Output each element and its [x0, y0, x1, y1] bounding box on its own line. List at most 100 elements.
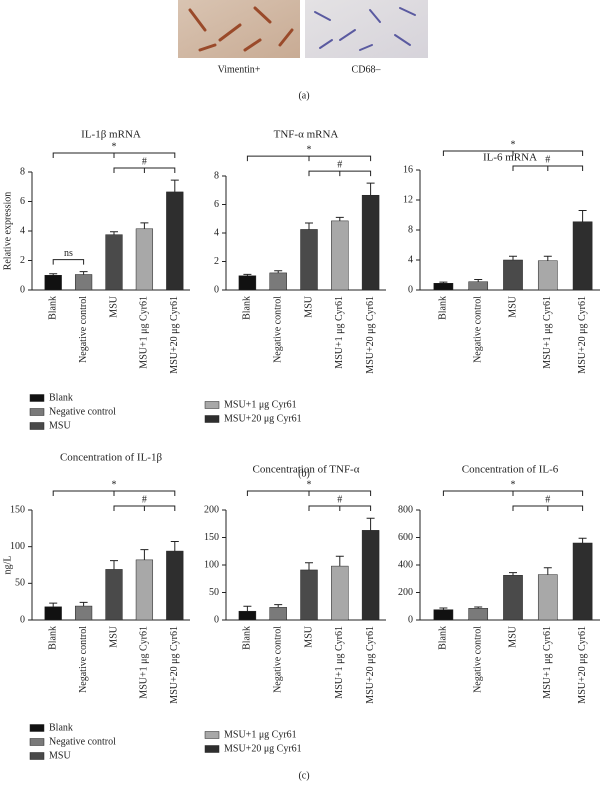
- error-bar: [305, 562, 313, 570]
- significance-label: *: [112, 141, 117, 152]
- y-tick-label: 0: [20, 284, 25, 295]
- error-bar: [366, 517, 375, 531]
- cells: [188, 6, 294, 52]
- x-tick-label: Blank: [438, 296, 449, 320]
- y-tick-label: 200: [204, 504, 219, 515]
- bar: [537, 574, 558, 621]
- error-bar: [79, 601, 88, 607]
- bar: [238, 610, 257, 621]
- legend-label: Negative control: [49, 406, 116, 417]
- significance-bracket: [246, 155, 372, 162]
- x-tick-label: Negative control: [78, 626, 89, 693]
- error-bar: [509, 572, 517, 576]
- significance-label: *: [112, 479, 117, 490]
- legend-label: MSU+20 μg Cyr61: [224, 743, 302, 754]
- panel-label: (c): [298, 770, 309, 781]
- image-caption: CD68–: [352, 64, 382, 75]
- legend-label: MSU+20 μg Cyr61: [224, 413, 302, 424]
- error-bar: [543, 567, 552, 575]
- error-bar: [140, 222, 149, 229]
- bar: [361, 194, 380, 291]
- y-tick-label: 50: [209, 587, 219, 598]
- error-bar: [578, 537, 587, 543]
- significance-bracket: [442, 150, 584, 156]
- x-tick-label: Negative control: [272, 626, 283, 693]
- error-bar: [170, 541, 179, 552]
- chart-title: Concentration of IL-6: [462, 464, 559, 476]
- error-bar: [243, 273, 252, 276]
- error-bar: [49, 273, 58, 276]
- significance-label: *: [307, 479, 312, 490]
- x-tick-label: Blank: [438, 626, 449, 650]
- x-tick-label: MSU+1 μg Cyr61: [334, 626, 345, 699]
- error-bar: [110, 231, 118, 235]
- x-tick-label: MSU: [507, 625, 518, 647]
- bar: [269, 272, 287, 291]
- x-tick-label: Blank: [242, 296, 253, 320]
- y-tick-label: 16: [403, 164, 413, 175]
- y-tick-label: 12: [403, 194, 413, 205]
- x-tick-label: Negative control: [78, 296, 89, 363]
- y-tick-label: 8: [408, 224, 413, 235]
- y-tick-label: 400: [398, 559, 413, 570]
- x-tick-label: MSU+1 μg Cyr61: [139, 296, 150, 369]
- significance-bracket: [52, 152, 176, 158]
- bar: [74, 605, 93, 621]
- y-tick-label: 0: [20, 614, 25, 625]
- y-tick-label: 100: [10, 541, 25, 552]
- legend-swatch: [204, 731, 220, 739]
- x-tick-label: MSU+20 μg Cyr61: [169, 626, 180, 704]
- y-axis-label: ng/L: [2, 556, 13, 575]
- error-bar: [243, 605, 252, 612]
- panel-label: (b): [298, 468, 310, 479]
- significance-label: #: [545, 494, 550, 505]
- error-bar: [79, 271, 88, 275]
- x-tick-label: MSU+20 μg Cyr61: [169, 296, 180, 374]
- bar: [468, 608, 489, 621]
- legend-swatch: [29, 738, 45, 746]
- bar: [135, 559, 154, 621]
- significance-label: #: [337, 494, 342, 505]
- error-bar: [335, 216, 344, 221]
- significance-label: #: [337, 159, 342, 170]
- y-tick-label: 4: [20, 225, 25, 236]
- significance-bracket: [113, 505, 176, 511]
- y-tick-label: 0: [408, 614, 413, 625]
- error-bar: [543, 255, 552, 261]
- y-tick-label: 4: [214, 227, 219, 238]
- chart-title: IL-6 mRNA: [483, 152, 537, 164]
- y-tick-label: 200: [398, 587, 413, 598]
- significance-label: *: [307, 144, 312, 155]
- bar: [572, 542, 593, 621]
- bar: [331, 565, 349, 621]
- x-tick-label: MSU+1 μg Cyr61: [334, 296, 345, 369]
- bar: [433, 609, 454, 621]
- error-bar: [274, 270, 283, 273]
- legend-swatch: [29, 724, 45, 732]
- y-tick-label: 50: [15, 578, 25, 589]
- micrograph: [305, 0, 428, 58]
- significance-label: *: [511, 479, 516, 490]
- error-bar: [274, 604, 283, 608]
- bar: [105, 234, 123, 291]
- bar: [468, 281, 489, 291]
- bar: [537, 260, 558, 291]
- y-tick-label: 0: [408, 284, 413, 295]
- error-bar: [170, 179, 179, 192]
- significance-bracket: [512, 505, 584, 511]
- bar: [238, 275, 257, 291]
- error-bar: [140, 549, 149, 560]
- x-tick-label: MSU+20 μg Cyr61: [365, 296, 376, 374]
- legend-label: Blank: [49, 392, 73, 403]
- error-bar: [474, 279, 483, 282]
- bar: [269, 607, 287, 621]
- error-bar: [110, 560, 118, 570]
- bar: [135, 228, 154, 291]
- x-tick-label: Blank: [242, 626, 253, 650]
- bar: [105, 569, 123, 621]
- y-tick-label: 6: [20, 196, 25, 207]
- bar: [166, 191, 184, 291]
- significance-bracket: [442, 490, 584, 496]
- significance-label: ns: [64, 248, 73, 259]
